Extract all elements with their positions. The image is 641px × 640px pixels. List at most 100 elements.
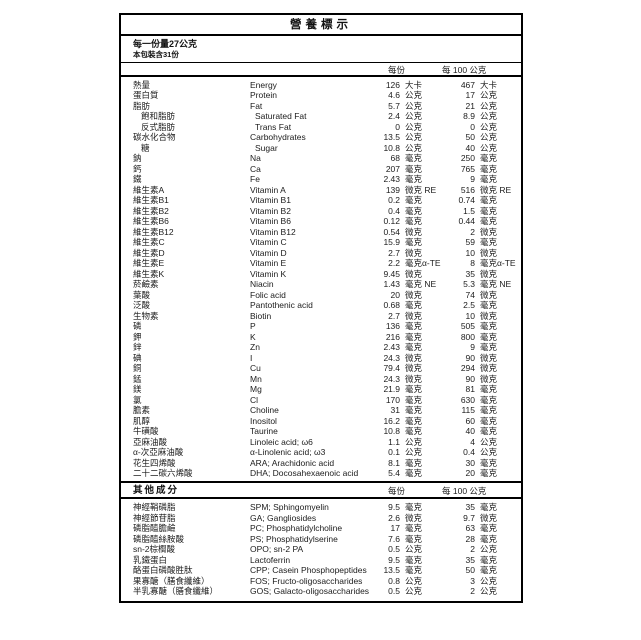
per-100g-unit: 公克 bbox=[480, 121, 498, 132]
per-serving-unit: 毫克 bbox=[405, 468, 423, 478]
per-100g-unit: 毫克 bbox=[480, 554, 498, 565]
per-100g-unit: 微克 bbox=[480, 352, 498, 363]
nutrient-name-en: Protein bbox=[250, 90, 277, 100]
per-serving-unit: 毫克 bbox=[405, 426, 423, 436]
nutrient-row: 反式脂肪 Trans Fat 0 公克 0 公克 bbox=[121, 122, 521, 133]
per-100g-value: 50 bbox=[465, 132, 475, 142]
per-100g-unit: 毫克 bbox=[480, 300, 498, 310]
per-100g-unit: 公克 bbox=[480, 132, 498, 142]
nutrient-name-zh: 鎂 bbox=[133, 384, 142, 394]
per-100g-value: 35 bbox=[465, 268, 475, 279]
nutrient-name-en: Linoleic acid; ω6 bbox=[250, 436, 313, 447]
per-100g-value: 630 bbox=[460, 394, 475, 405]
per-100g-value: 505 bbox=[460, 321, 475, 331]
nutrient-name-zh: 鈣 bbox=[133, 163, 142, 174]
nutrient-row: sn-2棕櫚酸 OPO; sn-2 PA 0.5 公克 2 公克 bbox=[121, 544, 521, 555]
per-100g-unit: 毫克 bbox=[480, 342, 498, 352]
per-100g-unit: 毫克 NE bbox=[480, 279, 512, 289]
per-serving-unit: 微克 bbox=[405, 226, 423, 237]
per-serving-unit: 公克 bbox=[405, 111, 423, 121]
per-serving-unit: 毫克 NE bbox=[405, 279, 437, 289]
per-serving-value: 10.8 bbox=[383, 142, 400, 153]
nutrient-name-zh: 氯 bbox=[133, 394, 142, 405]
per-100g-value: 800 bbox=[460, 331, 475, 342]
nutrient-row: 牛磺酸 Taurine 10.8 毫克 40 毫克 bbox=[121, 426, 521, 437]
per-serving-unit: 毫克 bbox=[405, 394, 423, 405]
per-100g-value: 2 bbox=[470, 586, 475, 596]
nutrient-name-zh: 神經節苷脂 bbox=[133, 512, 176, 523]
nutrient-name-en: Vitamin A bbox=[250, 184, 286, 195]
per-serving-value: 9.5 bbox=[388, 502, 400, 512]
nutrient-row: 二十二碳六烯酸 DHA; Docosahexaenoic acid 5.4 毫克 20 毫… bbox=[121, 468, 521, 479]
nutrient-row: 維生素A Vitamin A 139 微克 RE 516 微克 RE bbox=[121, 185, 521, 196]
per-100g-unit: 公克 bbox=[480, 436, 498, 447]
per-100g-value: 8.9 bbox=[463, 111, 475, 121]
per-100g-value: 0.4 bbox=[463, 447, 475, 457]
per-100g-value: 63 bbox=[465, 523, 475, 533]
per-serving-value: 4.6 bbox=[388, 90, 400, 100]
nutrient-row: 亞麻油酸 Linoleic acid; ω6 1.1 公克 4 公克 bbox=[121, 437, 521, 448]
nutrient-row: 磷脂醯膽鹼 PC; Phosphatidylcholine 17 毫克 63 毫克 bbox=[121, 523, 521, 534]
nutrient-name-en: Vitamin K bbox=[250, 268, 287, 279]
per-serving-unit: 毫克 bbox=[405, 153, 423, 163]
nutrient-name-zh: 維生素B12 bbox=[133, 226, 174, 237]
per-serving-unit: 毫克 bbox=[405, 405, 423, 415]
nutrient-name-en: CPP; Casein Phosphopeptides bbox=[250, 565, 367, 575]
nutrient-name-zh: 維生素B2 bbox=[133, 205, 169, 216]
per-100g-unit: 微克 bbox=[480, 310, 498, 321]
per-100g-value: 0.74 bbox=[458, 195, 475, 205]
nutrient-row: 磷 P 136 毫克 505 毫克 bbox=[121, 321, 521, 332]
per-100g-unit: 微克 bbox=[480, 289, 498, 300]
per-serving-value: 31 bbox=[390, 405, 400, 415]
per-100g-value: 28 bbox=[465, 533, 475, 544]
per-100g-unit: 微克 bbox=[480, 226, 498, 237]
per-100g-value: 35 bbox=[465, 554, 475, 565]
nutrient-name-en: Folic acid bbox=[250, 289, 286, 300]
nutrient-name-en: Trans Fat bbox=[255, 121, 292, 132]
per-serving-unit: 公克 bbox=[405, 90, 423, 100]
per-100g-unit: 公克 bbox=[480, 90, 498, 100]
per-serving-value: 2.6 bbox=[388, 512, 400, 523]
nutrient-row: 酪蛋白磷酸胜肽 CPP; Casein Phosphopeptides 13.5 毫克… bbox=[121, 565, 521, 576]
per-100g-unit: 公克 bbox=[480, 447, 498, 457]
nutrient-name-zh: 磷 bbox=[133, 321, 142, 331]
per-serving-unit: 公克 bbox=[405, 575, 423, 586]
per-serving-value: 207 bbox=[385, 163, 400, 174]
per-100g-unit: 毫克 bbox=[480, 195, 498, 205]
nutrient-row: 氯 Cl 170 毫克 630 毫克 bbox=[121, 395, 521, 406]
nutrient-row: 半乳寡醣（膳食纖維） GOS; Galacto-oligosaccharides 0… bbox=[121, 586, 521, 597]
per-serving-unit: 毫克 bbox=[405, 237, 423, 247]
nutrient-name-en: P bbox=[250, 321, 256, 331]
nutrient-name-zh: 鈉 bbox=[133, 153, 142, 163]
nutrient-name-zh: 葉酸 bbox=[133, 289, 151, 300]
per-serving-value: 9.45 bbox=[383, 268, 400, 279]
per-100g-unit: 公克 bbox=[480, 586, 498, 596]
per-serving-value: 13.5 bbox=[383, 565, 400, 575]
per-serving-value: 216 bbox=[385, 331, 400, 342]
nutrient-name-zh: 蛋白質 bbox=[133, 90, 159, 100]
col-header-per-serving: 每份 bbox=[388, 65, 406, 75]
per-100g-unit: 毫克 bbox=[480, 565, 498, 575]
per-serving-value: 0 bbox=[395, 121, 400, 132]
per-100g-value: 516 bbox=[460, 184, 475, 195]
nutrient-row: 糖 Sugar 10.8 公克 40 公克 bbox=[121, 143, 521, 154]
per-serving-unit: 公克 bbox=[405, 586, 423, 596]
per-serving-unit: 毫克 bbox=[405, 321, 423, 331]
per-serving-value: 79.4 bbox=[383, 363, 400, 373]
nutrient-name-en: Choline bbox=[250, 405, 279, 415]
per-serving-value: 7.6 bbox=[388, 533, 400, 544]
per-serving-unit: 毫克α-TE bbox=[405, 258, 441, 268]
nutrient-name-zh: 肌醇 bbox=[133, 415, 151, 426]
col-header-per-serving: 每份 bbox=[388, 486, 406, 496]
per-100g-value: 40 bbox=[465, 426, 475, 436]
per-serving-value: 2.4 bbox=[388, 111, 400, 121]
per-serving-value: 0.54 bbox=[383, 226, 400, 237]
nutrient-name-zh: 熱量 bbox=[133, 79, 151, 90]
nutrient-name-en: Biotin bbox=[250, 310, 272, 321]
nutrient-name-en: Sugar bbox=[255, 142, 278, 153]
per-serving-value: 0.4 bbox=[388, 205, 400, 216]
per-100g-value: 90 bbox=[465, 352, 475, 363]
per-100g-value: 59 bbox=[465, 237, 475, 247]
per-100g-unit: 大卡 bbox=[480, 79, 498, 90]
nutrient-name-en: GA; Gangliosides bbox=[250, 512, 317, 523]
